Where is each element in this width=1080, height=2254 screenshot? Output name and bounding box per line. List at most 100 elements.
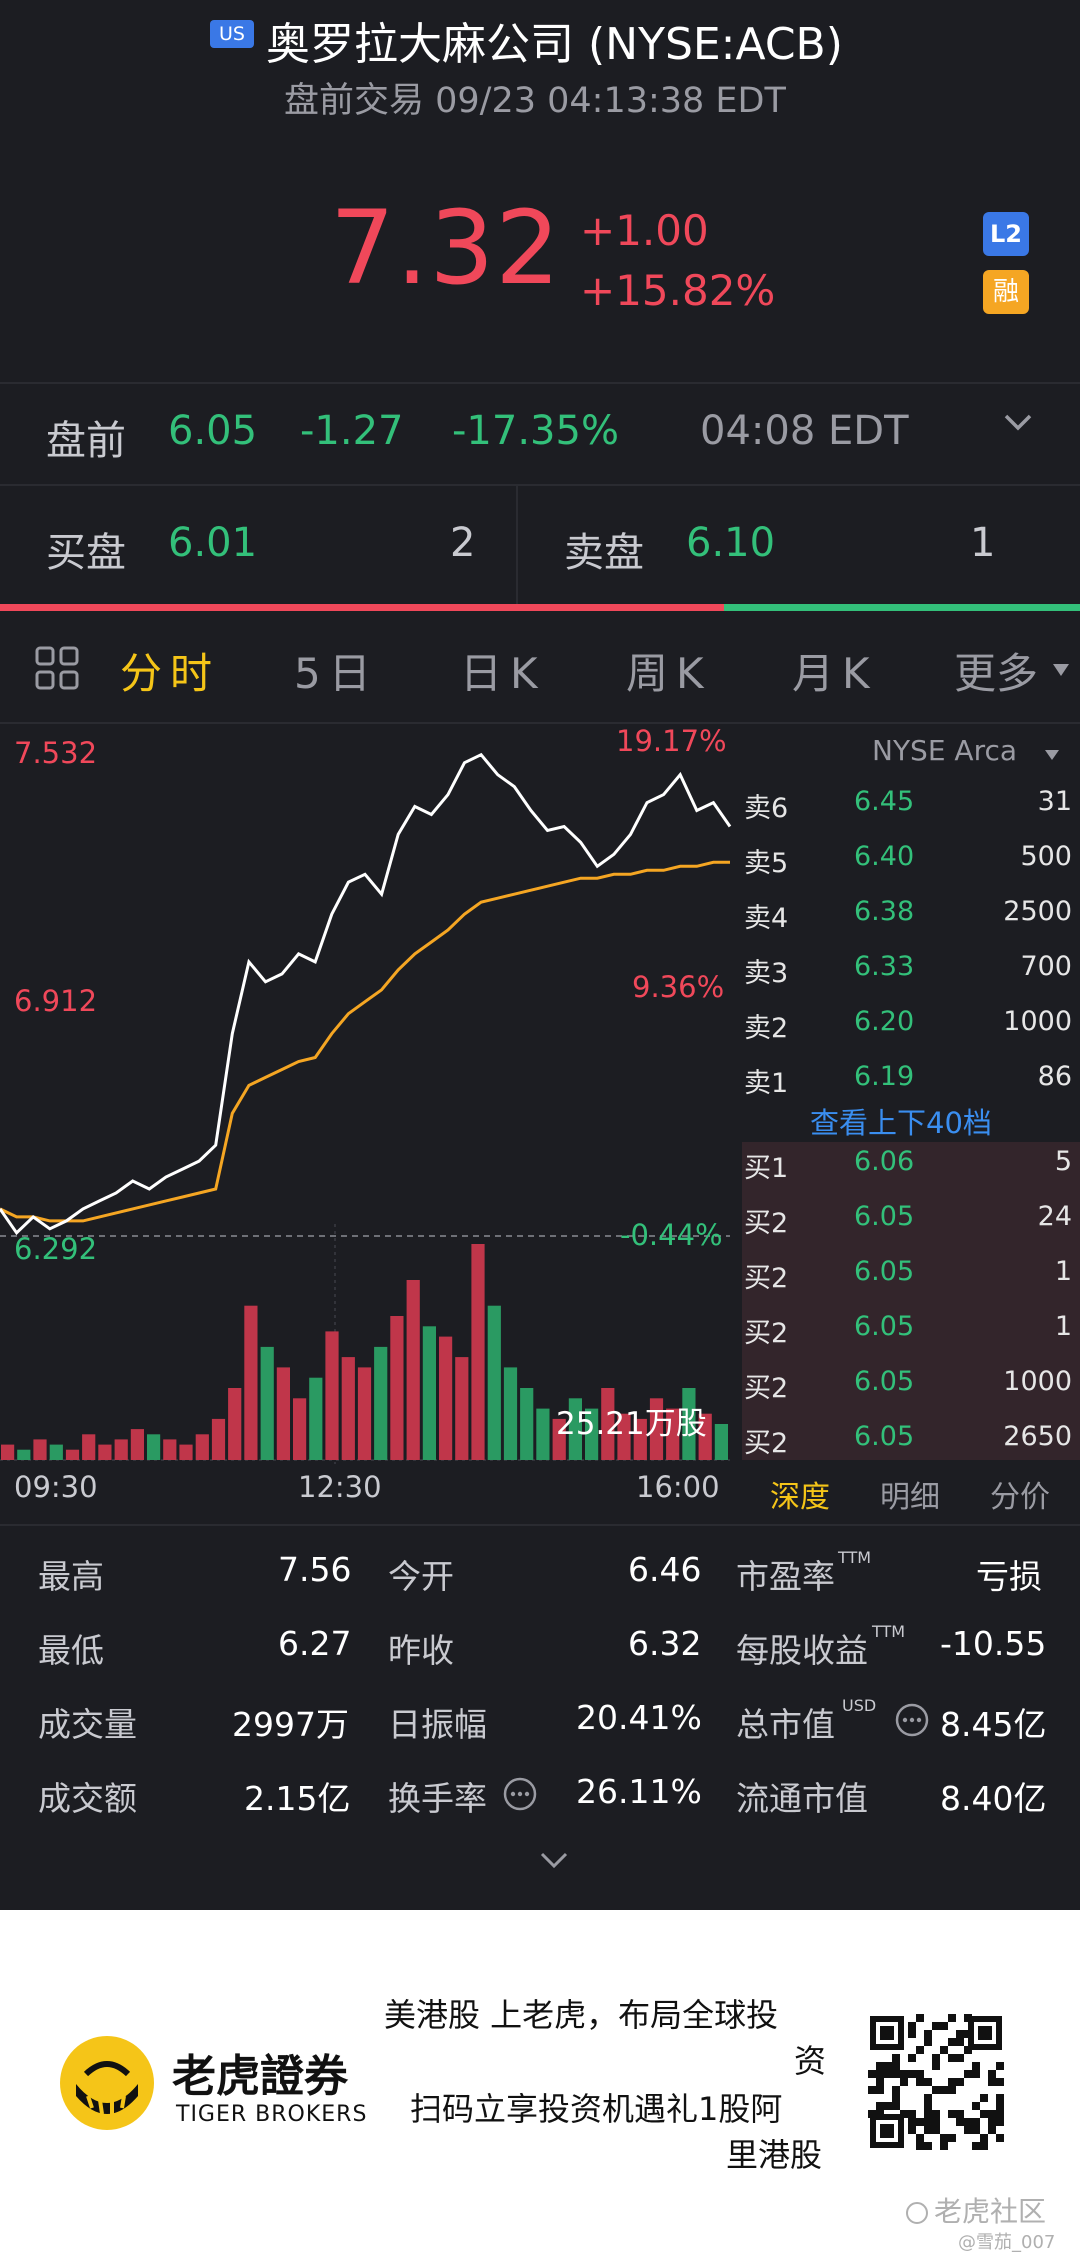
promo-line-3: 扫码立享投资机遇礼1股阿 [410, 2090, 783, 2128]
volume-bar [422, 1326, 436, 1460]
ask-level-price: 6.19 [854, 1061, 915, 1092]
intraday-chart[interactable]: 7.532 6.912 6.292 19.17% 9.36% -0.44% 25… [0, 724, 740, 1464]
brand-name-cn: 老虎證券 [172, 2051, 348, 2102]
ask-label: 卖盘 [564, 530, 644, 576]
grid-menu-icon[interactable] [34, 645, 80, 691]
tab-more[interactable]: 更多 [954, 649, 1039, 698]
volume-bar [714, 1424, 728, 1460]
more-info-icon[interactable] [894, 1702, 930, 1738]
stat-open-label: 今开 [388, 1557, 454, 1596]
bid-level-label: 买2 [744, 1318, 789, 1349]
stat-low-value: 6.27 [278, 1624, 352, 1663]
exchange-dropdown-icon[interactable] [1044, 746, 1060, 760]
stat-mcap-label: 总市值 [736, 1705, 835, 1744]
stat-amplitude-label: 日振幅 [388, 1705, 487, 1744]
volume-bar [65, 1449, 80, 1460]
intraday-chart-svg[interactable] [0, 724, 740, 1464]
pct-axis-high: 19.17% [616, 724, 727, 758]
bid-level-label: 买2 [744, 1263, 789, 1294]
ask-level-label: 卖4 [744, 903, 789, 934]
stat-high-label: 最高 [38, 1557, 104, 1596]
tab-weekly-k[interactable]: 周K [626, 649, 712, 698]
volume-bar [666, 1408, 680, 1460]
last-price: 7.32 [330, 189, 562, 308]
tab-intraday[interactable]: 分时 [120, 649, 221, 698]
ask-price: 6.10 [686, 520, 776, 566]
more-info-icon[interactable] [502, 1776, 538, 1812]
y-axis-high: 7.532 [14, 736, 98, 770]
tab-daily-k[interactable]: 日K [460, 649, 546, 698]
ask-level-price: 6.40 [854, 841, 915, 872]
volume-bar [503, 1367, 518, 1460]
tab-details[interactable]: 明细 [880, 1480, 940, 1515]
volume-bar [163, 1439, 177, 1460]
pct-axis-low: -0.44% [620, 1218, 723, 1252]
bid-ask-row: 买盘 6.01 2 卖盘 6.10 1 [0, 486, 1080, 604]
tab-5day[interactable]: 5日 [294, 649, 379, 698]
volume-bar [568, 1398, 582, 1460]
level2-badge[interactable]: L2 [983, 212, 1029, 256]
qr-code[interactable] [868, 2014, 1004, 2150]
bid-label: 买盘 [46, 530, 126, 576]
ask-level-qty: 86 [1037, 1061, 1072, 1092]
volume-bar [147, 1434, 161, 1460]
stat-prev-close-label: 昨收 [388, 1631, 454, 1670]
volume-bar [114, 1439, 128, 1460]
exchange-selector[interactable]: NYSE Arca [872, 734, 1018, 767]
more-triangle-icon[interactable] [1052, 662, 1070, 676]
stat-turnover-rate-value: 26.11% [576, 1772, 702, 1811]
volume-bar [309, 1377, 323, 1460]
tiger-logo-icon [58, 2034, 156, 2132]
tab-price-distribution[interactable]: 分价 [990, 1480, 1050, 1515]
margin-badge[interactable]: 融 [983, 270, 1029, 314]
premarket-change: -1.27 [300, 408, 404, 454]
volume-bar [471, 1244, 485, 1460]
bid-row: 买2 6.05 1 [742, 1244, 1076, 1299]
market-badge: US [210, 20, 254, 48]
volume-bar [552, 1418, 566, 1460]
volume-bar [520, 1388, 534, 1460]
volume-bar [682, 1388, 696, 1460]
stat-turnover-label: 成交额 [38, 1779, 137, 1818]
watermark-logo-icon [906, 2202, 928, 2224]
volume-bar [228, 1388, 242, 1460]
promo-line-2: 资 [794, 2042, 827, 2080]
tab-monthly-k[interactable]: 月K [792, 649, 878, 698]
chevron-down-icon[interactable] [1000, 404, 1036, 440]
ask-level-price: 6.45 [854, 786, 915, 817]
ask-level-qty: 700 [1020, 951, 1072, 982]
volume-bar [633, 1418, 647, 1460]
volume-bar [179, 1444, 193, 1460]
stat-eps-sup: TTM [872, 1622, 906, 1641]
view-40-levels-link[interactable]: 查看上下40档 [810, 1106, 992, 1140]
premarket-row[interactable]: 盘前 6.05 -1.27 -17.35% 04:08 EDT [0, 384, 1080, 484]
stat-turnover-rate-label: 换手率 [388, 1779, 487, 1818]
ask-level-qty: 31 [1037, 786, 1072, 817]
bid-level-label: 买2 [744, 1373, 789, 1404]
bid-row: 买2 6.05 24 [742, 1189, 1076, 1244]
bid-level-label: 买2 [744, 1208, 789, 1239]
ask-level-price: 6.38 [854, 896, 915, 927]
expand-stats-icon[interactable] [536, 1846, 572, 1874]
stat-high-value: 7.56 [278, 1550, 352, 1589]
bid-row: 买2 6.05 1000 [742, 1354, 1076, 1409]
stat-mcap-value: 8.45亿 [940, 1705, 1047, 1744]
volume-bar [455, 1357, 469, 1460]
bid-level-qty: 5 [1054, 1146, 1072, 1177]
ask-row: 卖1 6.19 86 [742, 1049, 1076, 1104]
price-line [0, 752, 732, 1236]
tab-depth[interactable]: 深度 [770, 1480, 830, 1515]
stat-float-label: 流通市值 [736, 1779, 868, 1818]
community-watermark: 老虎社区 [906, 2190, 1046, 2230]
bid-level-qty: 1 [1054, 1311, 1072, 1342]
stat-pe-sup: TTM [838, 1548, 872, 1567]
ask-row: 卖3 6.33 700 [742, 939, 1076, 994]
premarket-label: 盘前 [46, 418, 126, 464]
volume-bar [601, 1388, 615, 1460]
pct-axis-mid: 9.36% [632, 970, 725, 1004]
x-axis-mid: 12:30 [298, 1470, 382, 1504]
ask-level-label: 卖1 [744, 1068, 789, 1099]
stat-open-value: 6.46 [628, 1550, 702, 1589]
bid-level-qty: 24 [1037, 1201, 1072, 1232]
stats-grid: 最高 7.56 今开 6.46 市盈率 TTM 亏损 最低 6.27 昨收 6.… [0, 1526, 1080, 1910]
